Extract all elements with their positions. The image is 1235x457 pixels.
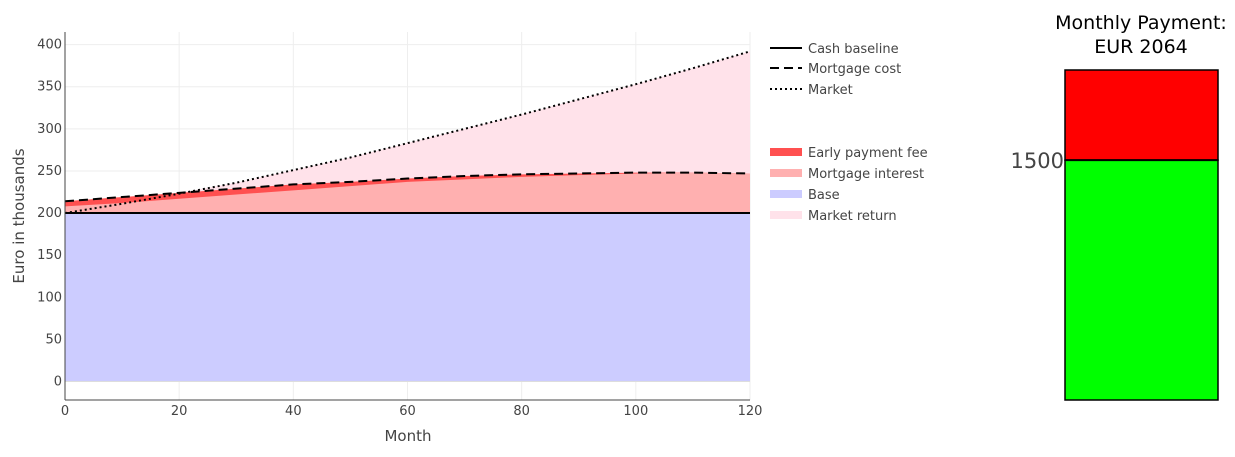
base-area: [65, 213, 750, 382]
legend-label-mortgage-cost: Mortgage cost: [808, 62, 901, 77]
y-tick-label: 200: [37, 206, 62, 221]
monthly-payment-gauge: Monthly Payment: EUR 2064 1500: [1011, 12, 1227, 401]
x-tick-label: 100: [623, 404, 648, 419]
x-axis-title: Month: [384, 427, 431, 445]
x-tick-label: 0: [61, 404, 69, 419]
plot-area: 0 20 40 60 80 100 120 0 50 100 150 200 250 300 350 400: [37, 32, 762, 419]
legend-label-base: Base: [808, 188, 840, 203]
legend-swatch-mortgage-interest: [770, 169, 802, 177]
legend-swatch-early-payment-fee: [770, 148, 802, 156]
x-tick-label: 40: [285, 404, 302, 419]
y-tick-label: 400: [37, 38, 62, 53]
payment-title-line2: EUR 2064: [1094, 36, 1188, 58]
mortgage-interest-area: [65, 172, 750, 214]
payment-title-line1: Monthly Payment:: [1055, 12, 1227, 34]
y-tick-label: 350: [37, 80, 62, 95]
market-return-area: [65, 51, 750, 202]
legend-swatch-market-return: [770, 211, 802, 219]
y-tick-label: 300: [37, 122, 62, 137]
y-tick-label: 150: [37, 248, 62, 263]
legend-label-market-return: Market return: [808, 209, 897, 224]
y-tick-label: 100: [37, 290, 62, 305]
x-tick-label: 20: [171, 404, 188, 419]
legend-label-early-payment-fee: Early payment fee: [808, 146, 928, 161]
legend-label-market: Market: [808, 83, 853, 98]
y-tick-label: 250: [37, 164, 62, 179]
x-tick-label: 120: [738, 404, 763, 419]
payment-excess-segment: [1064, 69, 1219, 161]
payment-threshold-label: 1500: [1011, 149, 1064, 173]
y-tick-label: 50: [45, 332, 62, 347]
legend: Cash baseline Mortgage cost Market Early pa…: [770, 42, 928, 224]
x-tick-label: 80: [513, 404, 530, 419]
market-line: [64, 50, 751, 215]
y-axis-title: Euro in thousands: [10, 148, 28, 283]
legend-label-mortgage-interest: Mortgage interest: [808, 167, 924, 182]
payment-base-segment: [1064, 159, 1219, 401]
legend-label-cash-baseline: Cash baseline: [808, 42, 899, 57]
y-tick-label: 0: [54, 374, 62, 389]
x-tick-label: 60: [399, 404, 416, 419]
legend-swatch-base: [770, 190, 802, 198]
